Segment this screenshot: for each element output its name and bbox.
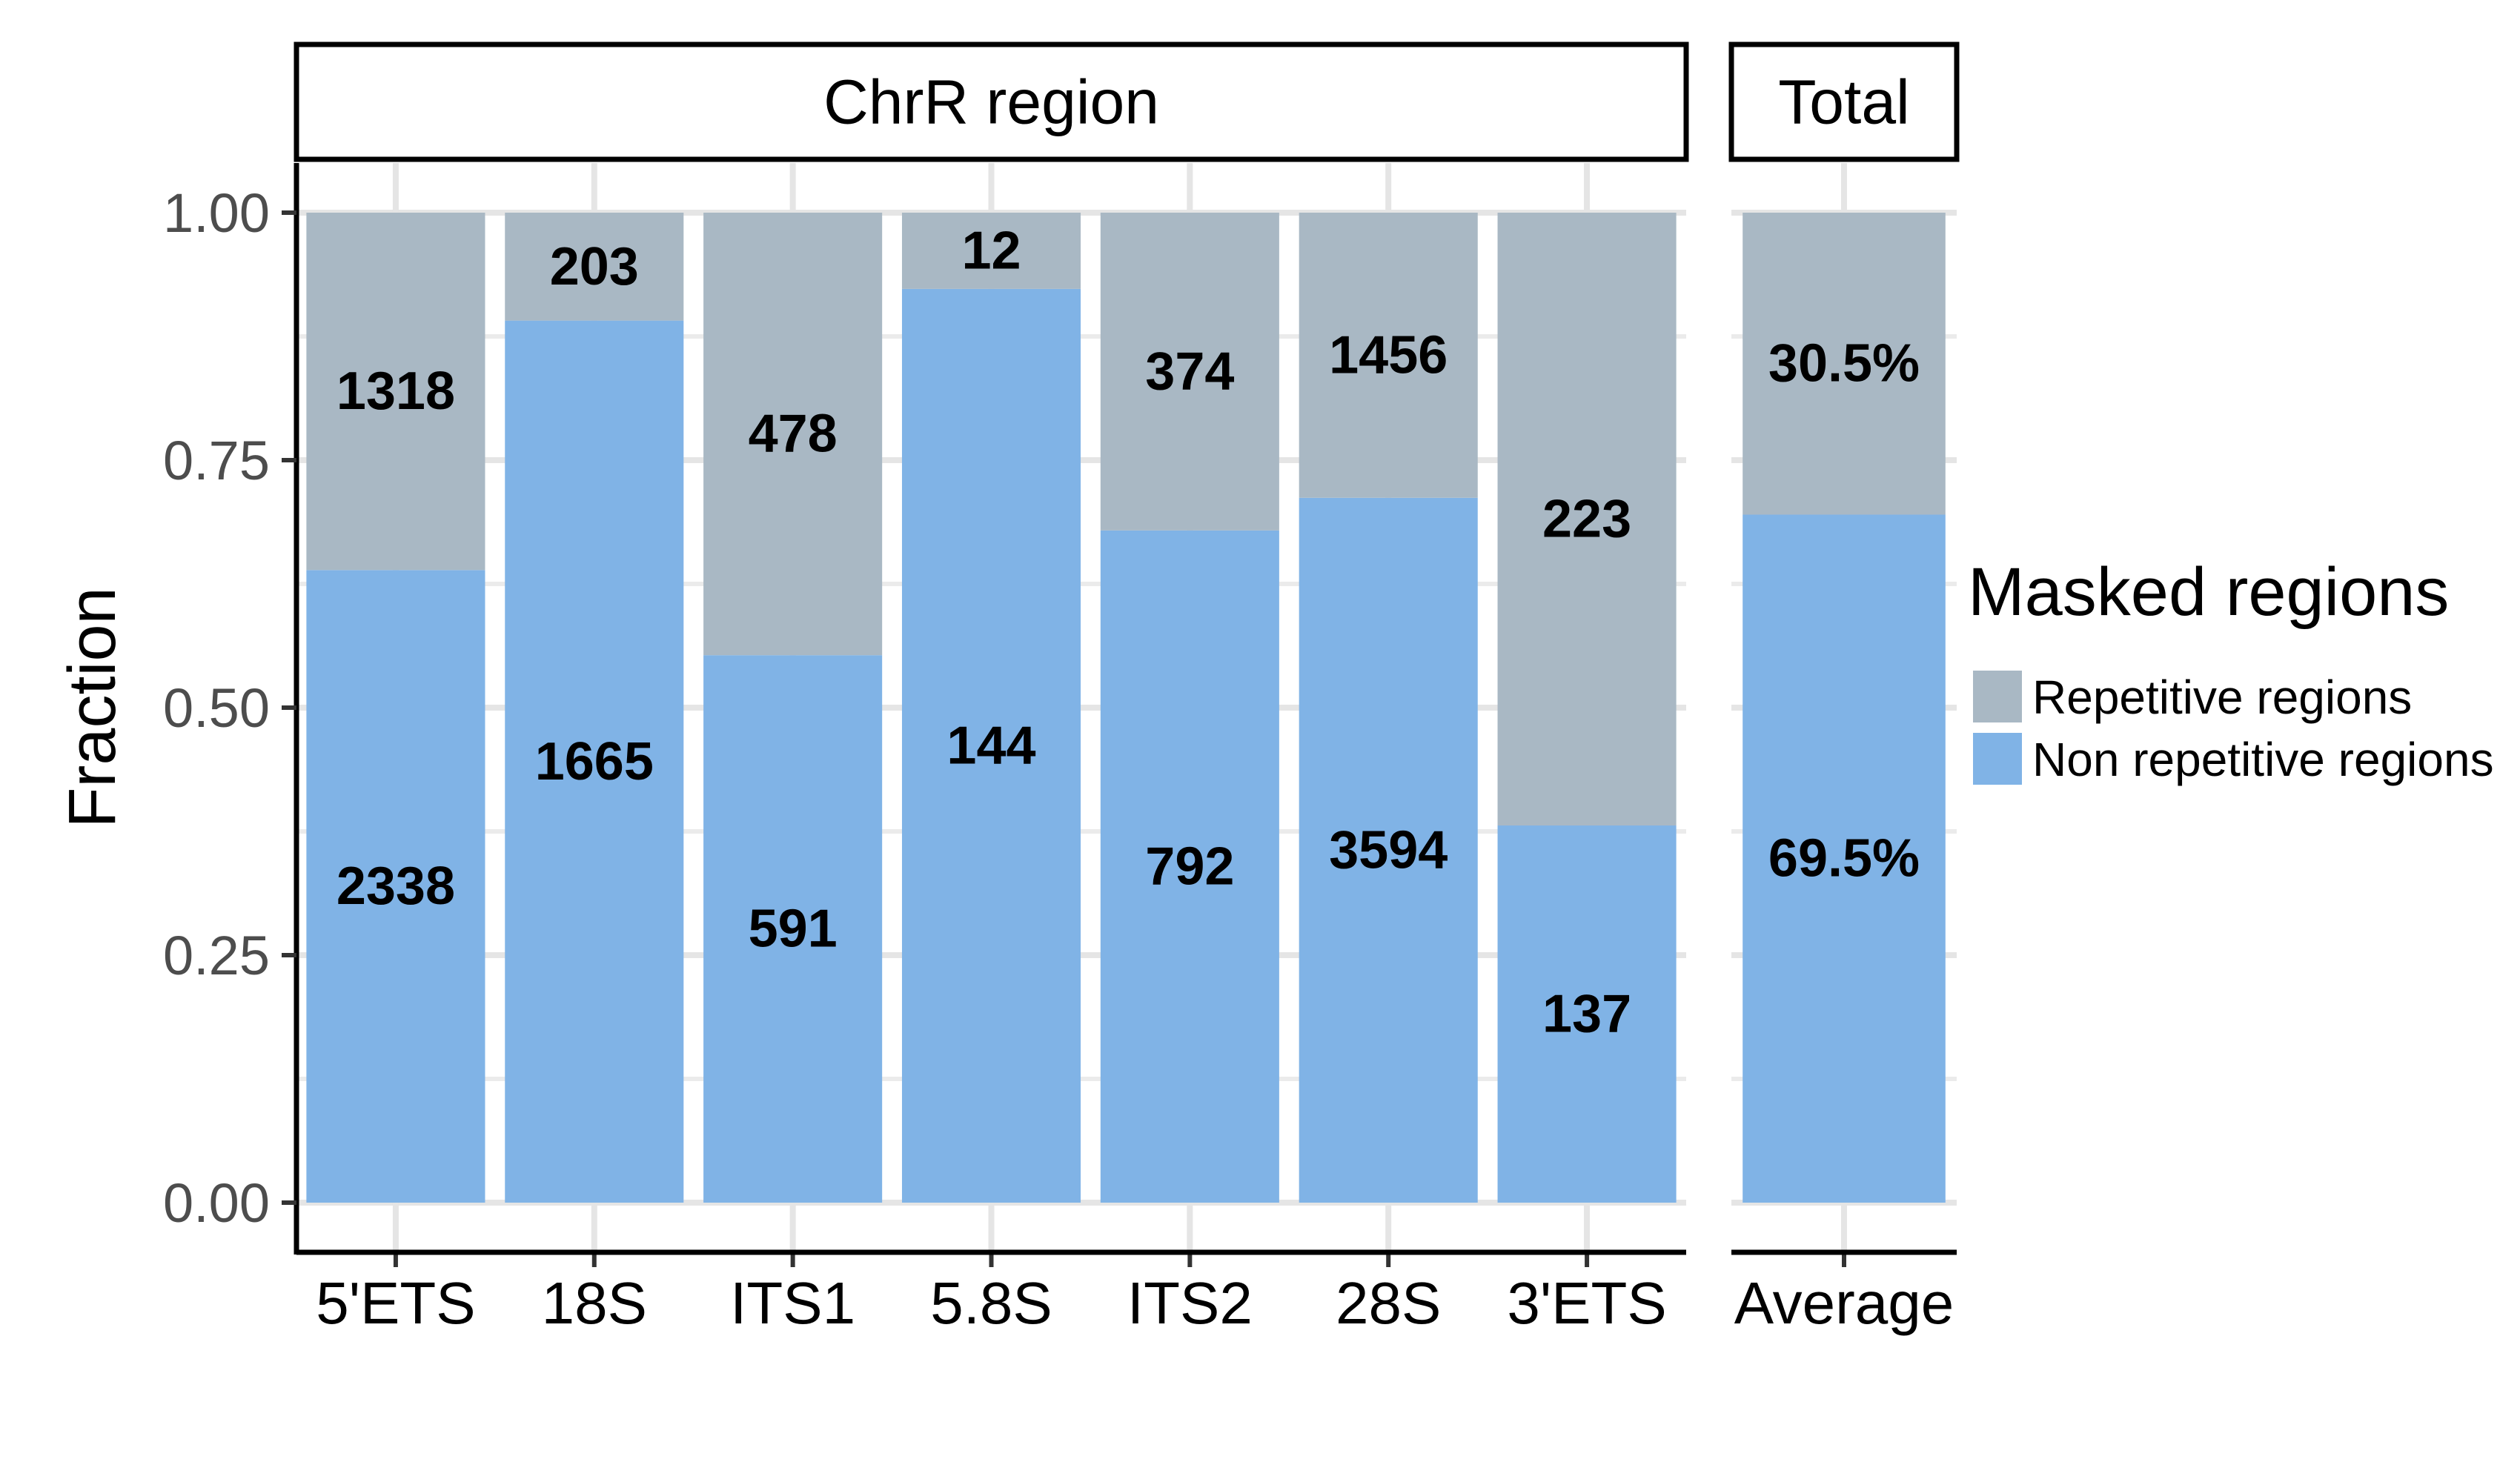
bar-value-label: 1665 (535, 732, 654, 791)
legend-swatch (1973, 733, 2022, 785)
bar-value-label: 137 (1542, 984, 1631, 1043)
bar-non-repetitive-segment (1299, 497, 1478, 1203)
x-tick-label: ITS2 (1127, 1270, 1253, 1336)
axes (282, 163, 1957, 1267)
bar-repetitive-segment (703, 213, 883, 656)
bar-non-repetitive-segment (505, 320, 684, 1203)
bar-non-repetitive-segment (1100, 530, 1279, 1203)
bar-value-label: 591 (749, 900, 838, 959)
y-tick-label: 0.00 (163, 1172, 270, 1234)
y-axis-title: Fraction (56, 587, 130, 828)
x-tick-label: 3'ETS (1507, 1270, 1666, 1336)
bar-value-label: 478 (749, 405, 838, 464)
facet-strip-label: Total (1778, 67, 1909, 137)
bar-value-label: 69.5% (1768, 829, 1920, 888)
legend-title: Masked regions (1968, 554, 2449, 630)
x-tick-label: ITS1 (730, 1270, 855, 1336)
bar-non-repetitive-segment (703, 655, 883, 1203)
x-tick-label: 18S (542, 1270, 647, 1336)
bar-non-repetitive-segment (306, 570, 485, 1203)
bar-labels: 2338 1318 1665 203 591 478 144 12 792 374 3594 1456… (336, 221, 1920, 1043)
bar-non-repetitive-segment (1497, 825, 1677, 1203)
bar-value-label: 203 (550, 237, 639, 296)
legend: Masked regions Repetitive regions Non rep… (1968, 554, 2494, 786)
bar-non-repetitive-segment (1743, 514, 1946, 1203)
bar-value-label: 223 (1542, 489, 1631, 548)
legend-item-label: Non repetitive regions (2032, 733, 2494, 786)
y-tick-label: 0.50 (163, 677, 270, 739)
facet-strip (294, 41, 1689, 162)
bar-value-label: 30.5% (1768, 334, 1920, 393)
bar-repetitive-segment (901, 213, 1081, 289)
bar-value-label: 792 (1145, 837, 1234, 896)
bar-value-label: 3594 (1329, 820, 1448, 880)
bar-repetitive-segment (1100, 213, 1279, 531)
y-tick-label: 0.75 (163, 430, 270, 491)
tick-labels: 5'ETS 18S ITS1 5.8S ITS2 28S 3'ETS Average 0.00 0… (163, 182, 1954, 1336)
y-tick-label: 1.00 (163, 182, 270, 244)
bar-value-label: 1456 (1329, 325, 1448, 385)
bar-repetitive-segment (1299, 213, 1478, 498)
legend-swatch (1973, 671, 2022, 722)
bar-value-label: 144 (946, 716, 1035, 775)
bars (306, 213, 1946, 1203)
x-tick-label: Average (1734, 1270, 1954, 1336)
bar-value-label: 2338 (336, 857, 455, 916)
bar-value-label: 1318 (336, 362, 455, 421)
facet-strip (1728, 41, 1960, 162)
bar-value-label: 374 (1145, 342, 1234, 401)
x-tick-label: 5'ETS (316, 1270, 475, 1336)
bar-non-repetitive-segment (901, 288, 1081, 1203)
bar-repetitive-segment (306, 213, 485, 571)
bar-repetitive-segment (1497, 213, 1677, 825)
legend-item-label: Repetitive regions (2032, 671, 2412, 724)
bar-repetitive-segment (505, 213, 684, 321)
bar-value-label: 12 (961, 221, 1021, 280)
facet-strip-label: ChrR region (823, 67, 1159, 137)
y-tick-label: 0.25 (163, 925, 270, 986)
x-tick-label: 28S (1336, 1270, 1441, 1336)
bar-repetitive-segment (1743, 213, 1946, 515)
x-tick-label: 5.8S (930, 1270, 1052, 1336)
facet-strips: ChrR region Total (294, 41, 1960, 162)
